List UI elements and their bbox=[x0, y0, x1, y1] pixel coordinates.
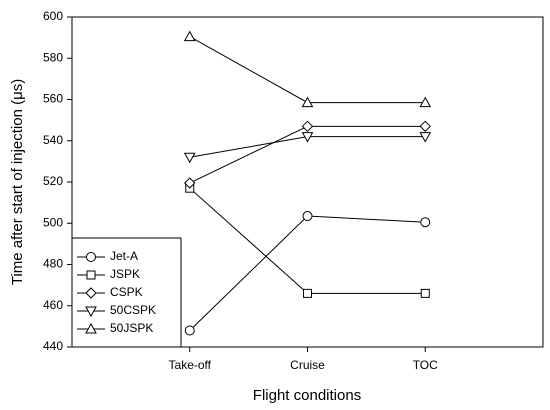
marker bbox=[301, 96, 314, 108]
x-tick-label: Cruise bbox=[290, 358, 325, 372]
marker bbox=[419, 132, 432, 143]
legend-label: JSPK bbox=[110, 267, 140, 281]
series-line bbox=[189, 187, 426, 294]
legend-marker bbox=[85, 287, 97, 299]
legend-marker bbox=[85, 322, 97, 334]
marker bbox=[420, 217, 431, 228]
marker bbox=[419, 96, 432, 108]
y-tick-label: 500 bbox=[43, 215, 63, 229]
legend-marker bbox=[86, 270, 96, 280]
marker bbox=[302, 211, 313, 222]
legend-marker bbox=[86, 252, 96, 262]
marker bbox=[419, 120, 431, 133]
marker bbox=[184, 177, 196, 189]
y-tick-label: 440 bbox=[43, 339, 63, 353]
y-tick-label: 460 bbox=[43, 298, 63, 312]
marker bbox=[184, 325, 195, 336]
legend-marker bbox=[85, 306, 97, 318]
x-tick-label: TOC bbox=[413, 358, 438, 372]
legend-label: 50JSPK bbox=[110, 321, 153, 335]
y-axis-title: Time after start of injection (μs) bbox=[9, 79, 26, 285]
legend-label: Jet-A bbox=[110, 249, 138, 263]
marker bbox=[303, 288, 312, 298]
marker bbox=[183, 152, 196, 164]
x-axis-title: Flight conditions bbox=[253, 387, 361, 404]
legend-label: 50CSPK bbox=[110, 303, 156, 317]
marker bbox=[301, 120, 314, 133]
y-tick-label: 560 bbox=[43, 92, 63, 106]
y-tick-label: 520 bbox=[43, 174, 63, 188]
y-tick-label: 540 bbox=[43, 133, 63, 147]
series-line bbox=[189, 215, 426, 331]
marker bbox=[301, 132, 314, 143]
legend-label: CSPK bbox=[110, 285, 143, 299]
marker bbox=[420, 288, 430, 298]
y-tick-label: 600 bbox=[43, 9, 63, 23]
y-tick-label: 580 bbox=[43, 50, 63, 64]
marker bbox=[183, 30, 196, 42]
y-tick-label: 480 bbox=[43, 257, 63, 271]
series-line bbox=[189, 36, 426, 104]
x-tick-label: Take-off bbox=[169, 358, 212, 372]
